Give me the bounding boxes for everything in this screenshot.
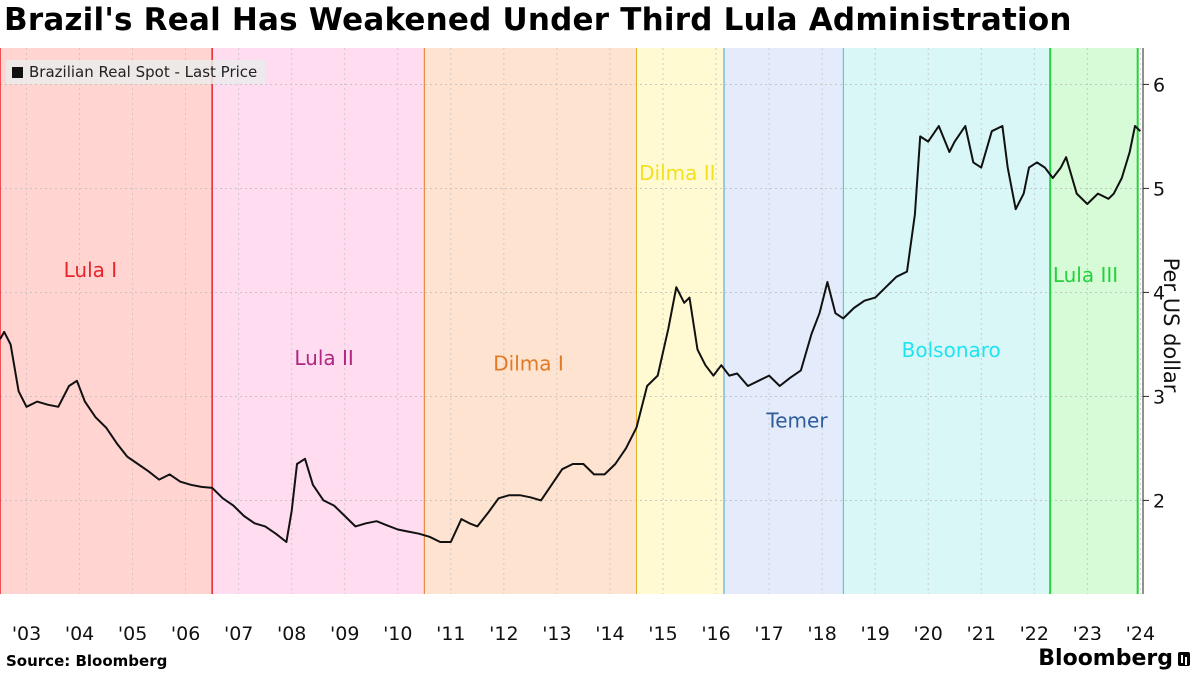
y-axis: 2 3 4 5 6 — [1142, 48, 1165, 594]
brand-logo: Bloomberg — [1038, 646, 1190, 671]
regime-label-4: Temer — [765, 409, 828, 433]
price-line — [0, 125, 1142, 543]
regime-label-6: Lula III — [1053, 263, 1118, 287]
regime-label-3: Dilma II — [639, 161, 715, 185]
x-tick-label-18: '21 — [967, 623, 996, 640]
y-tick-label-4: 6 — [1153, 74, 1165, 96]
regime-band-4 — [723, 48, 844, 594]
x-tick-label-20: '23 — [1073, 623, 1102, 640]
x-tick-label-5: '08 — [277, 623, 306, 640]
x-axis: '03 '04 '05 '06 '07 '08 '09 '10 '11 '12 '13 '14 '15 '… — [12, 623, 1155, 640]
x-tick-label-12: '15 — [648, 623, 677, 640]
source-note: Source: Bloomberg — [6, 652, 168, 670]
x-tick-label-9: '12 — [489, 623, 518, 640]
brand-icon — [1178, 651, 1190, 666]
y-tick-label-3: 5 — [1153, 178, 1165, 200]
x-tick-label-14: '17 — [754, 623, 783, 640]
x-tick-label-3: '06 — [171, 623, 200, 640]
chart-canvas: Lula I Lula II Dilma I Dilma II Temer Bolsona… — [0, 48, 1183, 640]
y-tick-label-0: 2 — [1153, 490, 1165, 512]
x-tick-label-8: '11 — [436, 623, 465, 640]
regime-boundaries — [0, 48, 1139, 594]
x-tick-label-1: '04 — [65, 623, 94, 640]
x-tick-label-0: '03 — [12, 623, 41, 640]
regime-band-2 — [424, 48, 637, 594]
regime-labels: Lula I Lula II Dilma I Dilma II Temer Bolsona… — [64, 161, 1119, 433]
regime-label-5: Bolsonaro — [902, 338, 1001, 362]
legend: Brazilian Real Spot - Last Price — [6, 60, 266, 84]
regime-label-1: Lula II — [294, 346, 353, 370]
legend-label: Brazilian Real Spot - Last Price — [29, 63, 258, 81]
brand-name: Bloomberg — [1038, 646, 1173, 671]
x-tick-label-17: '20 — [913, 623, 942, 640]
regime-label-2: Dilma I — [493, 351, 564, 375]
x-tick-label-19: '22 — [1020, 623, 1049, 640]
x-tick-label-11: '14 — [595, 623, 624, 640]
x-tick-label-15: '18 — [807, 623, 836, 640]
x-tick-label-6: '09 — [330, 623, 359, 640]
regime-band-0 — [0, 48, 213, 594]
regime-band-5 — [843, 48, 1051, 594]
x-tick-label-4: '07 — [224, 623, 253, 640]
gridlines — [0, 48, 1143, 594]
x-tick-label-21: '24 — [1126, 623, 1155, 640]
regime-band-1 — [212, 48, 425, 594]
x-tick-label-13: '16 — [701, 623, 730, 640]
regime-band-3 — [636, 48, 724, 594]
y-tick-label-1: 3 — [1153, 386, 1165, 408]
y-axis-label: Per US dollar — [1159, 258, 1183, 393]
x-tick-label-2: '05 — [118, 623, 147, 640]
legend-swatch — [12, 66, 23, 78]
x-tick-label-7: '10 — [383, 623, 412, 640]
regime-bands — [0, 48, 1138, 594]
regime-band-6 — [1050, 48, 1138, 594]
x-tick-label-10: '13 — [542, 623, 571, 640]
y-tick-label-2: 4 — [1153, 282, 1165, 304]
regime-label-0: Lula I — [64, 258, 118, 282]
x-tick-label-16: '19 — [860, 623, 889, 640]
chart-title: Brazil's Real Has Weakened Under Third L… — [4, 2, 1072, 38]
